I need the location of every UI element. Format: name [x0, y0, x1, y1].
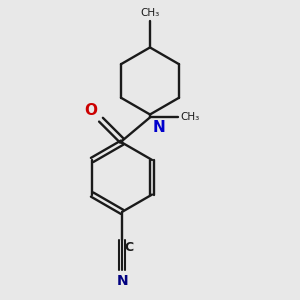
Text: N: N [153, 120, 166, 135]
Text: N: N [116, 274, 128, 288]
Text: O: O [84, 103, 97, 118]
Text: CH₃: CH₃ [140, 8, 160, 18]
Text: C: C [124, 241, 133, 254]
Text: CH₃: CH₃ [180, 112, 200, 122]
